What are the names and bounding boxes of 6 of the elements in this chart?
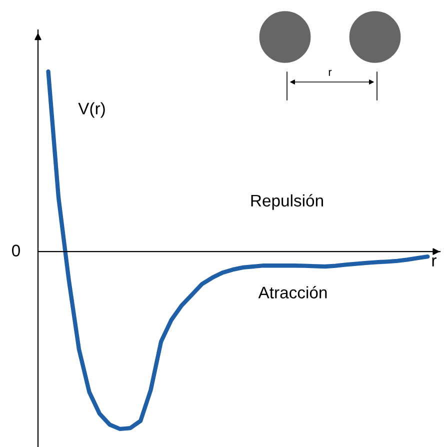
annotation: Atracción [258, 286, 327, 298]
annotation: r [328, 70, 332, 76]
annotation: Repulsión [251, 194, 323, 210]
text: 0 [12, 244, 20, 256]
annotation: V(r) [78, 102, 105, 118]
x-axis-title: r [432, 257, 436, 266]
